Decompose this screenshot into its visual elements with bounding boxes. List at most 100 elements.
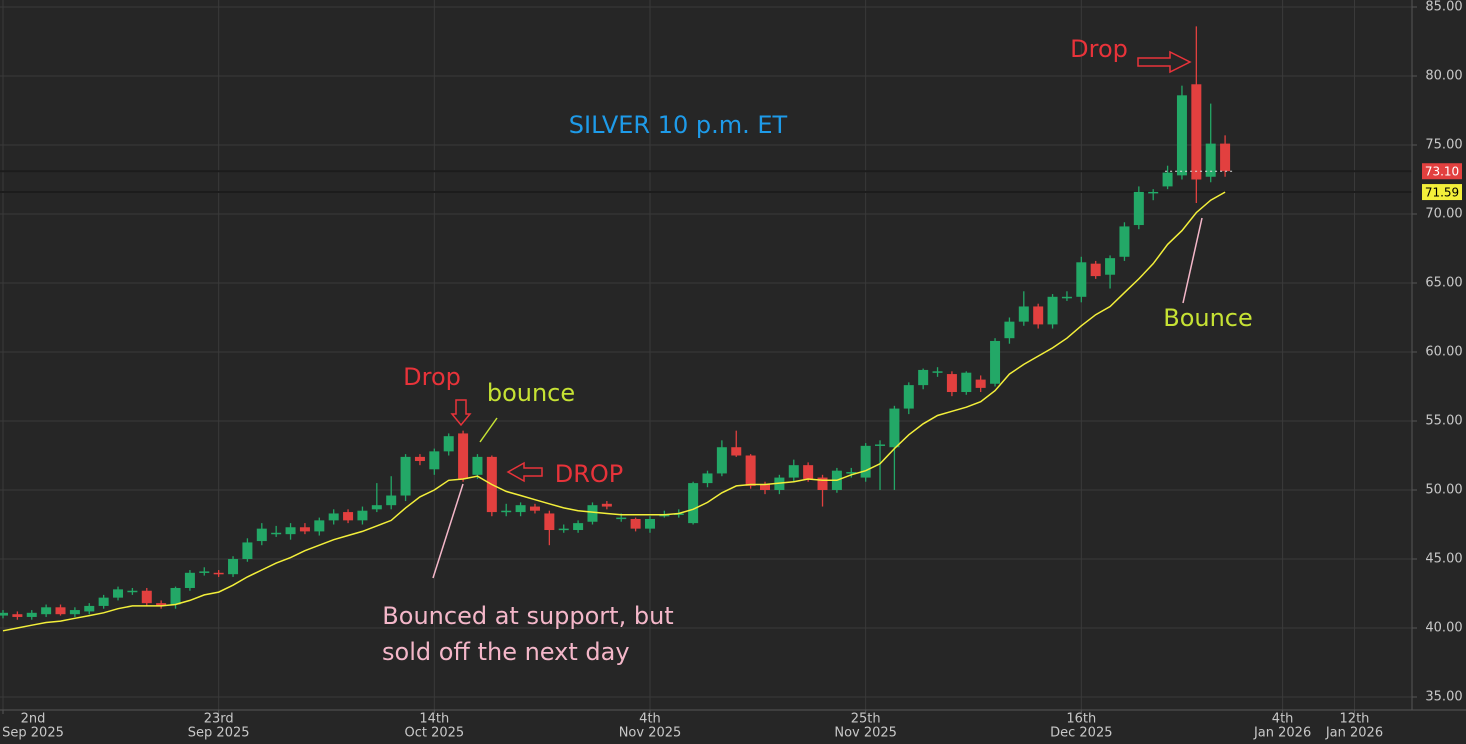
candle-body <box>688 483 699 524</box>
candle-body <box>932 371 943 373</box>
x-tick-label: Sep 2025 <box>188 726 250 741</box>
candle-body <box>314 520 325 532</box>
annotation: DROP <box>555 460 624 488</box>
candle-body <box>228 559 239 575</box>
candle-body <box>386 495 397 506</box>
candle-body <box>946 374 957 393</box>
plot-area <box>0 26 1234 632</box>
candle-body <box>860 445 871 478</box>
arrow <box>506 461 543 483</box>
candle-body <box>1004 321 1015 339</box>
candle-body <box>1090 263 1101 277</box>
y-tick-label: 55.00 <box>1425 414 1462 429</box>
x-tick-label: 2nd <box>21 712 46 727</box>
pointer-line <box>432 483 464 579</box>
candle-body <box>12 614 23 617</box>
candle-body <box>141 590 152 604</box>
candle-body <box>1148 191 1159 194</box>
candle-body <box>184 572 195 588</box>
y-tick-label: 75.00 <box>1425 138 1462 153</box>
annotation: Bounce <box>1163 304 1253 332</box>
candle-body <box>299 527 310 532</box>
price-tag-label: 71.59 <box>1425 186 1459 200</box>
x-tick-label: Sep 2025 <box>2 726 64 741</box>
candle-body <box>846 472 857 474</box>
candle-body <box>1119 226 1130 257</box>
x-tick-label: Oct 2025 <box>404 726 464 741</box>
x-tick-label: 4th <box>1272 712 1294 727</box>
candle-body <box>127 590 138 593</box>
candle-body <box>788 465 799 478</box>
candle-body <box>400 456 411 496</box>
candle-body <box>1162 172 1173 187</box>
annotation: Drop <box>1070 35 1128 63</box>
candle-body <box>1061 296 1072 299</box>
candle-body <box>903 385 914 409</box>
candle-body <box>918 369 929 386</box>
candle-body <box>84 605 95 612</box>
candle-body <box>630 518 641 529</box>
candle-body <box>1205 143 1216 177</box>
candle-body <box>975 379 986 388</box>
x-tick-label: Nov 2025 <box>834 726 897 741</box>
candle-body <box>343 512 354 521</box>
candle-body <box>285 527 296 535</box>
candle-body <box>170 587 181 605</box>
annotation: Drop <box>403 363 461 391</box>
candle-body <box>429 451 440 470</box>
candle-body <box>1191 84 1202 180</box>
x-tick-label: 23rd <box>204 712 234 727</box>
candle-body <box>1220 143 1231 172</box>
candle-body <box>659 514 670 517</box>
candle-body <box>875 444 886 446</box>
candle-body <box>558 528 569 531</box>
y-tick-label: 65.00 <box>1425 276 1462 291</box>
candle-body <box>213 572 224 575</box>
candle-body <box>0 612 8 616</box>
y-tick-label: 50.00 <box>1425 483 1462 498</box>
price-tag <box>1422 184 1462 201</box>
pointer-line <box>479 417 498 443</box>
candle-body <box>26 612 37 617</box>
x-tick-label: Nov 2025 <box>619 726 682 741</box>
candle-body <box>357 510 368 521</box>
candle-body <box>1133 191 1144 226</box>
candle-body <box>644 518 655 529</box>
candle-body <box>501 510 512 513</box>
x-tick-label: Dec 2025 <box>1050 726 1112 741</box>
candle-body <box>803 465 814 479</box>
candle-body <box>760 484 771 490</box>
x-tick-label: Jan 2026 <box>1253 726 1311 741</box>
price-tag <box>1422 163 1462 180</box>
candle-body <box>616 517 627 520</box>
y-tick-label: 85.00 <box>1425 0 1462 15</box>
candle-body <box>573 523 584 531</box>
y-tick-label: 70.00 <box>1425 207 1462 222</box>
x-tick-label: 25th <box>851 712 881 727</box>
y-tick-label: 45.00 <box>1425 552 1462 567</box>
candle-body <box>55 607 66 615</box>
annotation: Bounced at support, but <box>382 602 673 630</box>
arrow <box>450 399 472 427</box>
candle-body <box>414 456 425 462</box>
x-tick-label: Jan 2026 <box>1325 726 1383 741</box>
candle-body <box>98 597 109 606</box>
x-tick-label: 4th <box>639 712 661 727</box>
candle-body <box>1076 262 1087 297</box>
chart-title: SILVER 10 p.m. ET <box>569 111 788 139</box>
candle-body <box>41 607 52 615</box>
candle-body <box>1047 296 1058 325</box>
x-tick-label: 16th <box>1066 712 1096 727</box>
candle-body <box>256 528 267 542</box>
candle-body <box>716 447 727 474</box>
y-tick-label: 40.00 <box>1425 621 1462 636</box>
candle-body <box>889 408 900 448</box>
candle-body <box>529 506 540 511</box>
candle-body <box>328 513 339 521</box>
candle-body <box>515 505 526 513</box>
candle-body <box>472 456 483 475</box>
